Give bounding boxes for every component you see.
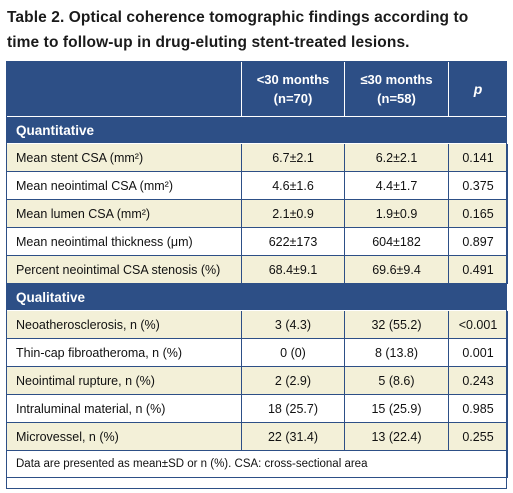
section-label: Quantitative [6, 116, 508, 144]
row-value-lt30: 22 (31.4) [241, 422, 345, 451]
row-p-value: 0.491 [448, 255, 508, 284]
row-value-le30: 15 (25.9) [344, 394, 449, 423]
table-row: Neoatherosclerosis, n (%) 3 (4.3) 32 (55… [6, 310, 508, 339]
row-p-value: 0.255 [448, 422, 508, 451]
row-value-le30: 1.9±0.9 [344, 199, 449, 228]
table-row: Neointimal rupture, n (%) 2 (2.9) 5 (8.6… [6, 366, 508, 395]
row-label: Percent neointimal CSA stenosis (%) [6, 255, 242, 284]
row-value-le30: 13 (22.4) [344, 422, 449, 451]
row-p-value: 0.897 [448, 227, 508, 256]
header-le30-n: (n=58) [377, 91, 416, 106]
header-lt30-label: <30 months [256, 72, 330, 87]
header-le30-months: ≤30 months (n=58) [344, 61, 449, 117]
row-label: Mean neointimal CSA (mm²) [6, 171, 242, 200]
row-label: Neointimal rupture, n (%) [6, 366, 242, 395]
row-value-le30: 5 (8.6) [344, 366, 449, 395]
row-value-lt30: 0 (0) [241, 338, 345, 367]
header-p-value: p [448, 61, 508, 117]
table-row: Mean neointimal CSA (mm²) 4.6±1.6 4.4±1.… [6, 171, 508, 200]
table-row: Mean neointimal thickness (μm) 622±173 6… [6, 227, 508, 256]
table-row: Mean lumen CSA (mm²) 2.1±0.9 1.9±0.9 0.1… [6, 199, 508, 228]
row-value-le30: 604±182 [344, 227, 449, 256]
table-row: Intraluminal material, n (%) 18 (25.7) 1… [6, 394, 508, 423]
row-label: Mean neointimal thickness (μm) [6, 227, 242, 256]
row-p-value: 0.243 [448, 366, 508, 395]
header-p-label: p [473, 80, 483, 97]
row-label: Mean stent CSA (mm²) [6, 143, 242, 172]
table-footnote-row: Data are presented as mean±SD or n (%). … [6, 450, 508, 478]
table-row: Percent neointimal CSA stenosis (%) 68.4… [6, 255, 508, 284]
table-row: Thin-cap fibroatheroma, n (%) 0 (0) 8 (1… [6, 338, 508, 367]
row-label: Microvessel, n (%) [6, 422, 242, 451]
row-value-le30: 8 (13.8) [344, 338, 449, 367]
row-value-lt30: 3 (4.3) [241, 310, 345, 339]
row-value-le30: 69.6±9.4 [344, 255, 449, 284]
row-label: Thin-cap fibroatheroma, n (%) [6, 338, 242, 367]
row-label: Neoatherosclerosis, n (%) [6, 310, 242, 339]
section-row-quantitative: Quantitative [6, 116, 508, 144]
row-value-lt30: 68.4±9.1 [241, 255, 345, 284]
row-value-lt30: 622±173 [241, 227, 345, 256]
findings-table: <30 months (n=70) ≤30 months (n=58) p Qu… [6, 61, 508, 478]
section-label: Qualitative [6, 283, 508, 311]
table-title-line-2: time to follow-up in drug-eluting stent-… [7, 34, 410, 51]
row-value-lt30: 4.6±1.6 [241, 171, 345, 200]
table-footnote: Data are presented as mean±SD or n (%). … [6, 450, 508, 478]
header-le30-label: ≤30 months [360, 72, 433, 87]
table-row: Mean stent CSA (mm²) 6.7±2.1 6.2±2.1 0.1… [6, 143, 508, 172]
row-value-lt30: 18 (25.7) [241, 394, 345, 423]
table-title-line-1: Table 2. Optical coherence tomographic f… [7, 9, 469, 26]
row-value-le30: 32 (55.2) [344, 310, 449, 339]
row-value-le30: 4.4±1.7 [344, 171, 449, 200]
header-blank-cell [6, 61, 242, 117]
row-p-value: 0.141 [448, 143, 508, 172]
row-p-value: 0.001 [448, 338, 508, 367]
row-p-value: 0.165 [448, 199, 508, 228]
row-p-value: 0.985 [448, 394, 508, 423]
row-value-lt30: 6.7±2.1 [241, 143, 345, 172]
row-value-le30: 6.2±2.1 [344, 143, 449, 172]
section-row-qualitative: Qualitative [6, 283, 508, 311]
row-p-value: <0.001 [448, 310, 508, 339]
table-header-row: <30 months (n=70) ≤30 months (n=58) p [6, 61, 508, 117]
row-label: Intraluminal material, n (%) [6, 394, 242, 423]
table-title: Table 2. Optical coherence tomographic f… [7, 5, 507, 55]
table-row: Microvessel, n (%) 22 (31.4) 13 (22.4) 0… [6, 422, 508, 451]
row-value-lt30: 2 (2.9) [241, 366, 345, 395]
row-p-value: 0.375 [448, 171, 508, 200]
header-lt30-n: (n=70) [273, 91, 313, 106]
row-value-lt30: 2.1±0.9 [241, 199, 345, 228]
header-lt30-months: <30 months (n=70) [241, 61, 345, 117]
row-label: Mean lumen CSA (mm²) [6, 199, 242, 228]
